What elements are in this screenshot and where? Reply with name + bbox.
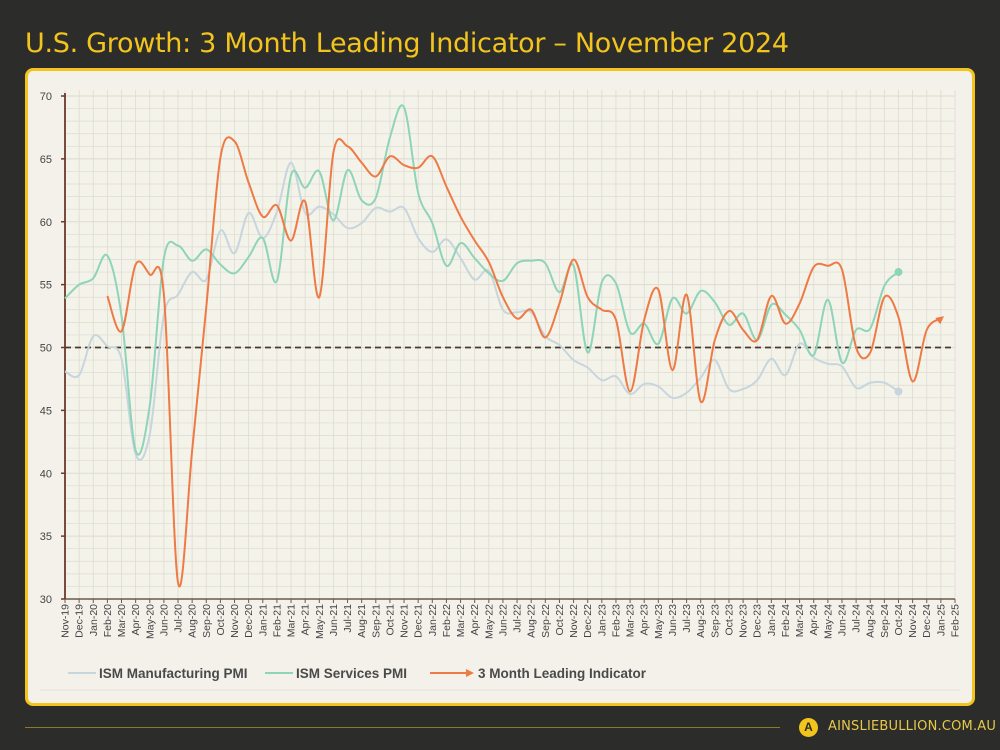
x-tick-label: Jun-20 (158, 604, 170, 636)
y-tick-label: 55 (40, 280, 52, 292)
y-tick-label: 50 (40, 343, 52, 355)
legend-label: ISM Services PMI (296, 666, 407, 681)
x-tick-label: Feb-22 (441, 604, 453, 637)
x-tick-label: May-20 (144, 604, 156, 639)
x-tick-label: Jan-24 (766, 604, 778, 636)
x-tick-label: Jun-24 (836, 604, 848, 636)
footer-divider (25, 727, 780, 728)
x-tick-label: Aug-21 (356, 604, 368, 638)
x-tick-label: Dec-22 (582, 604, 594, 638)
x-tick-label: Jul-24 (851, 604, 863, 633)
legend-item: ISM Services PMI (265, 666, 407, 681)
arrow-head-icon (935, 316, 944, 325)
y-tick-label: 70 (40, 91, 52, 103)
x-tick-label: Dec-20 (243, 604, 255, 638)
x-tick-label: Feb-23 (610, 604, 622, 637)
x-tick-label: Nov-19 (60, 604, 72, 638)
end-marker (894, 387, 903, 396)
x-tick-label: Jan-25 (935, 604, 947, 636)
footer-website: AINSLIEBULLION.COM.AU (828, 719, 997, 734)
grid (64, 90, 956, 600)
series-leading-indicator-group (106, 136, 944, 588)
x-tick-label: Jan-20 (88, 604, 100, 636)
legend-label: 3 Month Leading Indicator (478, 666, 647, 681)
x-tick-label: May-22 (483, 604, 495, 639)
x-tick-label: Jul-20 (173, 604, 185, 633)
x-tick-label: Apr-20 (130, 604, 142, 636)
y-tick-label: 60 (40, 217, 52, 229)
legend-item: ISM Manufacturing PMI (68, 666, 248, 681)
x-tick-label: May-21 (314, 604, 326, 639)
x-tick-label: Apr-24 (808, 604, 820, 636)
ainslie-logo-icon: A (799, 718, 818, 737)
x-tick-label: Mar-20 (116, 604, 128, 637)
x-tick-label: Jan-22 (427, 604, 439, 636)
x-tick-label: Jun-22 (497, 604, 509, 636)
x-tick-label: Nov-23 (738, 604, 750, 638)
x-tick-label: Jul-22 (512, 604, 524, 633)
x-tick-label: Sep-21 (370, 604, 382, 638)
series-leading-indicator-line (106, 136, 942, 588)
legend-label: ISM Manufacturing PMI (99, 666, 248, 681)
x-tick-label: Dec-21 (413, 604, 425, 638)
y-tick-label: 35 (40, 531, 52, 543)
y-tick-label: 65 (40, 154, 52, 166)
x-tick-label: Sep-24 (879, 604, 891, 638)
x-tick-label: Mar-21 (286, 604, 298, 637)
x-tick-label: Oct-20 (215, 604, 227, 636)
y-tick-label: 45 (40, 405, 52, 417)
x-tick-label: Feb-20 (102, 604, 114, 637)
x-tick-label: Dec-24 (921, 604, 933, 638)
x-tick-label: Sep-20 (201, 604, 213, 638)
x-tick-label: Mar-22 (455, 604, 467, 637)
x-tick-label: Nov-21 (399, 604, 411, 638)
x-tick-label: May-23 (653, 604, 665, 639)
x-tick-label: Jul-21 (342, 604, 354, 633)
x-tick-label: Nov-24 (907, 604, 919, 638)
x-tick-label: Jun-21 (328, 604, 340, 636)
plot-area (65, 90, 955, 599)
chart-title: U.S. Growth: 3 Month Leading Indicator –… (25, 28, 789, 59)
end-marker (894, 268, 903, 277)
x-tick-label: Apr-21 (300, 604, 312, 636)
x-tick-label: Feb-25 (950, 604, 962, 637)
y-tick-label: 40 (40, 468, 52, 480)
x-tick-label: Jan-23 (596, 604, 608, 636)
x-tick-label: Apr-22 (469, 604, 481, 636)
x-tick-label: Jul-23 (681, 604, 693, 633)
x-tick-label: Dec-23 (752, 604, 764, 638)
y-tick-label: 30 (40, 594, 52, 606)
x-tick-label: Mar-23 (625, 604, 637, 637)
x-tick-label: Oct-24 (893, 604, 905, 636)
x-tick-label: Aug-22 (526, 604, 538, 638)
x-tick-label: Dec-19 (74, 604, 86, 638)
x-tick-label: Oct-21 (384, 604, 396, 636)
x-tick-label: Sep-22 (540, 604, 552, 638)
x-tick-label: Mar-24 (794, 604, 806, 637)
legend-arrow-icon (466, 669, 474, 677)
x-tick-label: Sep-23 (709, 604, 721, 638)
series-manufacturing-pmi-line (64, 161, 900, 461)
x-tick-label: Oct-23 (723, 604, 735, 636)
x-tick-label: Nov-22 (568, 604, 580, 638)
x-tick-label: Nov-20 (229, 604, 241, 638)
x-tick-label: Apr-23 (639, 604, 651, 636)
x-tick-label: May-24 (822, 604, 834, 639)
x-tick-label: Aug-20 (187, 604, 199, 638)
x-tick-label: Jun-23 (667, 604, 679, 636)
x-tick-label: Aug-24 (865, 604, 877, 638)
legend-item: 3 Month Leading Indicator (430, 666, 647, 681)
x-tick-label: Feb-21 (271, 604, 283, 637)
x-tick-label: Oct-22 (554, 604, 566, 636)
x-tick-label: Aug-23 (695, 604, 707, 638)
x-tick-label: Jan-21 (257, 604, 269, 636)
x-tick-label: Feb-24 (780, 604, 792, 637)
series-manufacturing-pmi-group (64, 161, 903, 461)
legend: ISM Manufacturing PMI ISM Services PMI 3 M… (68, 666, 647, 681)
